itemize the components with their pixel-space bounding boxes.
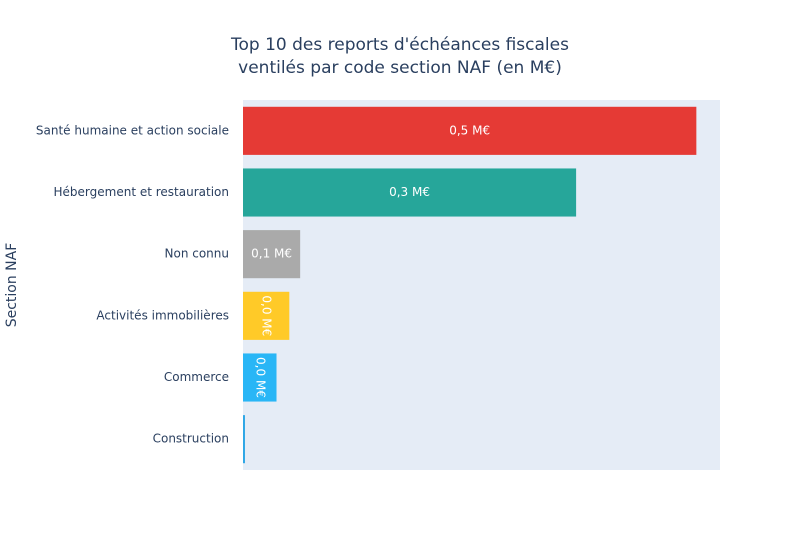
y-tick-label: Non connu bbox=[165, 247, 230, 261]
y-tick-label: Construction bbox=[153, 432, 229, 446]
bar bbox=[243, 230, 301, 279]
bar bbox=[243, 353, 277, 402]
value-label: 0,0 M€ bbox=[253, 357, 267, 398]
value-label: 0,0 M€ bbox=[260, 295, 274, 336]
value-label: 0,5 M€ bbox=[449, 123, 490, 137]
chart-title: ventilés par code section NAF (en M€) bbox=[238, 58, 562, 78]
y-tick-label: Santé humaine et action sociale bbox=[36, 123, 229, 137]
bar bbox=[243, 168, 577, 217]
bar bbox=[243, 291, 290, 340]
y-axis-title: Section NAF bbox=[4, 243, 20, 328]
chart-title: Top 10 des reports d'échéances fiscales bbox=[230, 35, 569, 55]
bar bbox=[243, 106, 697, 155]
value-label: 0,1 M€ bbox=[251, 247, 292, 261]
bar bbox=[243, 415, 245, 464]
y-tick-label: Commerce bbox=[164, 370, 229, 384]
plot-area bbox=[243, 100, 720, 470]
y-tick-label: Activités immobilières bbox=[96, 308, 229, 322]
value-label: 0,3 M€ bbox=[389, 185, 430, 199]
y-tick-label: Hébergement et restauration bbox=[54, 185, 229, 199]
